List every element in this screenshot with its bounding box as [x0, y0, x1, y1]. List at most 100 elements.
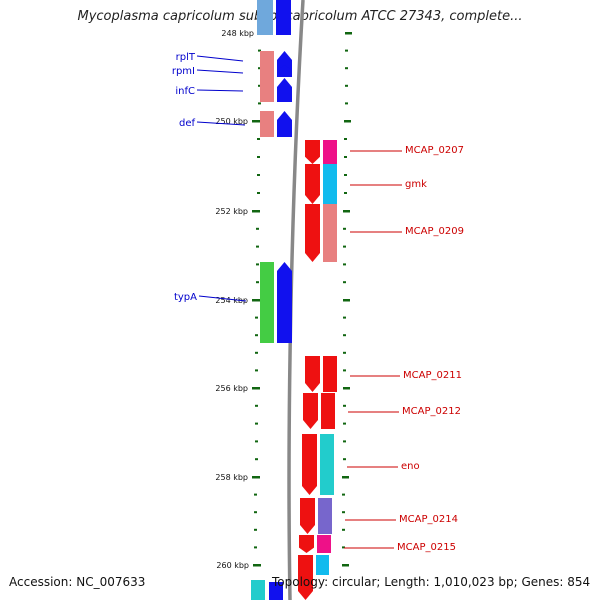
minor-tick: [344, 192, 347, 194]
minor-tick: [343, 458, 346, 461]
minor-tick: [342, 528, 345, 531]
gene-MCAP_0209-cds: [305, 204, 320, 262]
minor-tick: [257, 174, 260, 176]
minor-tick: [345, 49, 348, 52]
gene-eno-cds: [302, 434, 317, 495]
gene-MCAP_0215-cds: [299, 535, 314, 553]
gene-def-cog: [260, 111, 274, 137]
minor-tick: [255, 422, 258, 425]
gene-gmk-cds: [305, 164, 320, 204]
gene-rpmI-cds: [277, 65, 292, 77]
gene-label-MCAP_0212: MCAP_0212: [402, 406, 461, 417]
minor-tick: [255, 369, 258, 372]
minor-tick: [343, 316, 346, 319]
minor-tick: [255, 334, 258, 337]
minor-tick: [343, 227, 346, 230]
minor-tick: [257, 156, 260, 158]
gene-partial-bottom-cds: [269, 582, 283, 600]
minor-tick: [345, 67, 348, 70]
gene-MCAP_0211-cog: [323, 356, 337, 392]
gene-MCAP_0215-cog: [317, 535, 331, 553]
minor-tick: [254, 493, 257, 496]
major-tick: [252, 299, 260, 302]
gene-partial-bottom-cog: [251, 580, 265, 600]
minor-tick: [256, 263, 259, 266]
gene-unlabeled-cds: [298, 555, 313, 600]
gene-rpmI-cog: [260, 67, 274, 79]
tick-label: 250 kbp: [215, 117, 248, 126]
gene-label-typA: typA: [174, 292, 197, 303]
minor-tick: [258, 67, 261, 70]
gene-label-MCAP_0215: MCAP_0215: [397, 542, 456, 553]
tick-label: 256 kbp: [215, 384, 248, 393]
minor-tick: [256, 281, 259, 284]
map-title: Mycoplasma capricolum subsp. capricolum …: [77, 9, 523, 24]
minor-tick: [256, 245, 259, 248]
scale-ticks: 248 kbp 250 kbp 252 kbp 254 kbp 256 kbp 258 k…: [215, 29, 352, 570]
major-tick: [252, 387, 260, 390]
minor-tick: [342, 546, 345, 549]
gene-infC-cds: [277, 78, 292, 102]
minor-tick: [343, 369, 346, 372]
tick-label: 254 kbp: [215, 296, 248, 305]
major-tick: [252, 120, 260, 123]
major-tick: [253, 564, 261, 567]
minor-tick: [345, 102, 348, 105]
tick-label: 248 kbp: [221, 29, 254, 38]
label-leader-line: [198, 295, 247, 302]
gene-MCAP_0212-cog: [321, 393, 335, 429]
gene-label-MCAP_0207: MCAP_0207: [405, 145, 464, 156]
tick-label: 252 kbp: [215, 207, 248, 216]
minor-tick: [343, 351, 346, 354]
gene-label-MCAP_0209: MCAP_0209: [405, 226, 464, 237]
minor-tick: [343, 334, 346, 337]
gene-label-eno: eno: [401, 461, 420, 472]
gene-MCAP_0214-cds: [300, 498, 315, 534]
gene-partial-top-cog: [257, 0, 273, 35]
minor-tick: [343, 281, 346, 284]
gene-label-MCAP_0211: MCAP_0211: [403, 370, 462, 381]
gene-label-MCAP_0214: MCAP_0214: [399, 514, 458, 525]
minor-tick: [257, 138, 260, 140]
gene-MCAP_0212-cds: [303, 393, 318, 429]
minor-tick: [255, 351, 258, 354]
minor-tick: [258, 102, 261, 105]
gene-MCAP_0214-cog: [318, 498, 332, 534]
gene-unlabeled-cog: [316, 555, 329, 575]
major-tick: [342, 476, 349, 479]
minor-tick: [343, 440, 346, 443]
minor-tick: [254, 546, 257, 549]
label-leader-line: [196, 89, 244, 92]
gene-label-def: def: [179, 118, 196, 129]
minor-tick: [343, 263, 346, 266]
gene-gmk-cog: [323, 164, 337, 204]
tick-label: 260 kbp: [216, 561, 249, 570]
minor-tick: [257, 192, 260, 194]
gene-label-infC: infC: [175, 86, 195, 97]
minor-tick: [343, 422, 346, 425]
tick-label: 258 kbp: [215, 473, 248, 482]
minor-tick: [343, 404, 346, 407]
gene-partial-top-cds: [276, 0, 291, 35]
label-leader-line: [196, 55, 244, 62]
major-tick: [345, 32, 352, 35]
minor-tick: [258, 84, 261, 87]
gene-typA-cog-fill: [260, 262, 274, 343]
gene-MCAP_0209-cog-fill: [323, 204, 337, 262]
label-leader-line: [196, 69, 244, 74]
minor-tick: [344, 174, 347, 176]
major-tick: [343, 210, 350, 213]
genome-stats-text: Topology: circular; Length: 1,010,023 bp…: [272, 575, 591, 589]
gene-eno-cog: [320, 434, 334, 495]
gene-def-cds: [277, 111, 292, 137]
accession-text: Accession: NC_007633: [9, 575, 146, 589]
minor-tick: [255, 440, 258, 443]
major-tick: [342, 564, 349, 567]
minor-tick: [342, 493, 345, 496]
gene-label-rplT: rplT: [176, 52, 196, 63]
major-tick: [344, 120, 351, 123]
major-tick: [343, 299, 350, 302]
minor-tick: [254, 511, 257, 514]
gene-features: [251, 0, 337, 600]
